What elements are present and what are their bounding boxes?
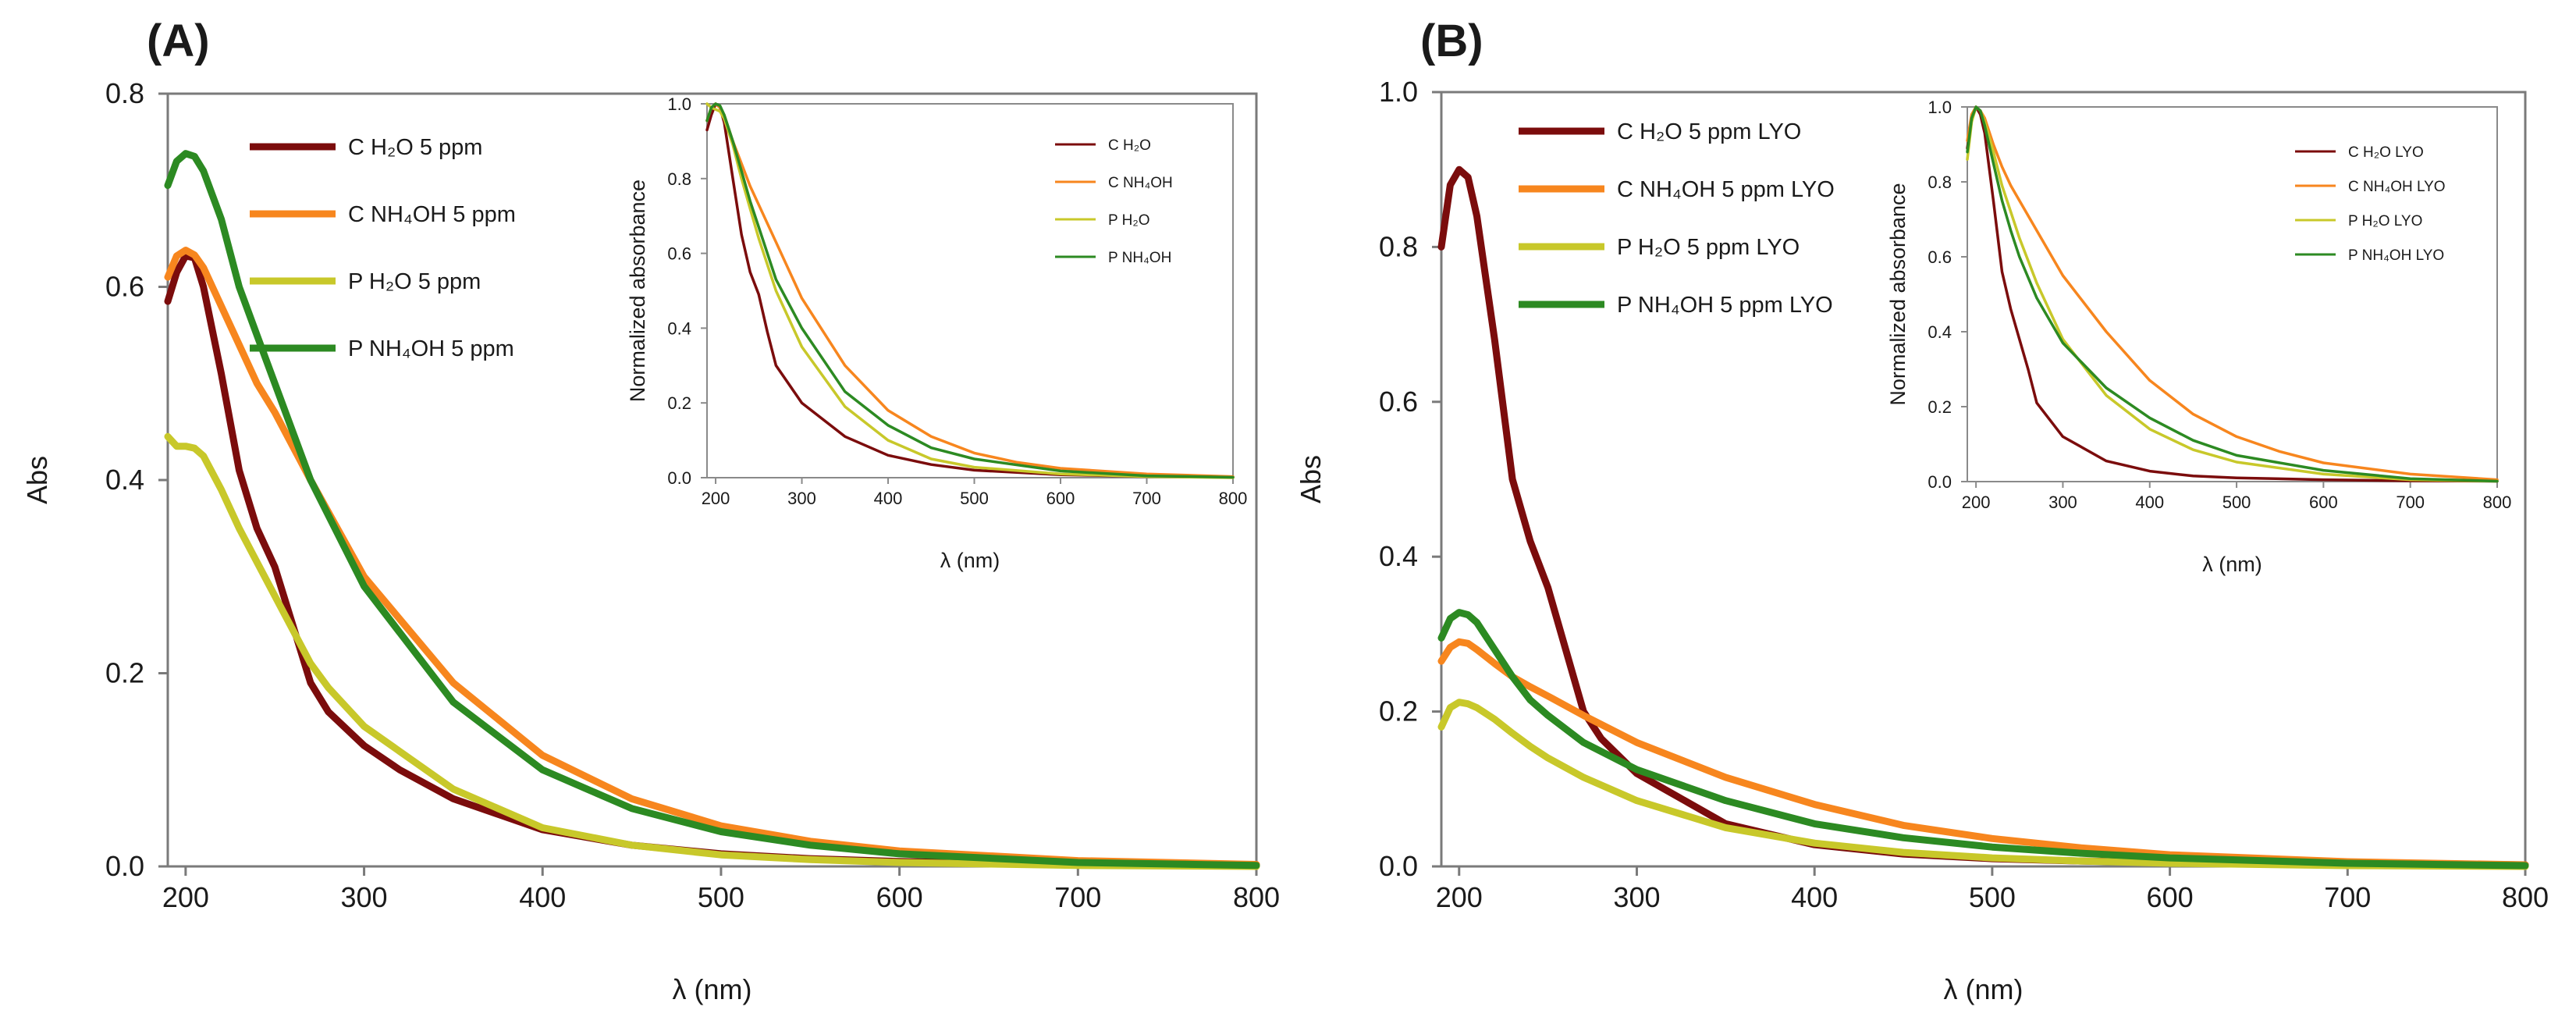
- main-x-tick-label: 600: [2147, 881, 2194, 913]
- main-x-tick-label: 400: [1791, 881, 1838, 913]
- inset-x-tick-label: 700: [2396, 493, 2425, 512]
- inset-y-tick-label: 0.0: [667, 468, 691, 488]
- inset-chart: 200 300 400 500 600 700 800 0.0 0.2 0.4 0.6 0.8 1.0 λ…: [1886, 98, 2511, 576]
- main-x-tick-label: 400: [519, 881, 566, 913]
- main-plot-frame: [1440, 91, 2527, 868]
- main-y-tick-label: 0.4: [105, 464, 144, 496]
- inset-background: [1967, 107, 2497, 482]
- main-legend-label: P H₂O 5 ppm: [348, 269, 481, 294]
- main-legend-label: P NH₄OH 5 ppm LYO: [1617, 293, 1833, 318]
- panel-a: (A) 200 300 400 500 600 700 800 0.0 0.2 0.4 0.6 0.8 λ…: [21, 16, 1280, 1005]
- inset-y-tick-label: 0.4: [1928, 322, 1952, 342]
- main-y-tick-label: 1.0: [1379, 76, 1418, 108]
- main-x-tick-label: 500: [1969, 881, 2016, 913]
- main-x-axis-title: λ (nm): [673, 973, 752, 1005]
- inset-series-line: [705, 102, 1235, 479]
- inset-x-tick-label: 200: [702, 489, 730, 508]
- inset-y-tick-label: 0.6: [1928, 247, 1952, 267]
- panel-label: (A): [147, 16, 210, 66]
- inset-x-tick-label: 800: [2483, 493, 2512, 512]
- inset-x-tick-label: 300: [2048, 493, 2077, 512]
- main-x-tick-label: 200: [1436, 881, 1483, 913]
- main-legend-label: C H₂O 5 ppm LYO: [1617, 119, 1801, 144]
- inset-x-tick-label: 300: [787, 489, 816, 508]
- main-legend-label: C NH₄OH 5 ppm: [348, 202, 516, 227]
- inset-legend-label: P NH₄OH: [1108, 250, 1171, 266]
- main-y-tick-label: 0.2: [105, 657, 144, 689]
- main-x-tick-label: 700: [2324, 881, 2371, 913]
- main-y-tick-label: 0.0: [1379, 850, 1418, 882]
- inset-series-line: [705, 102, 1235, 479]
- main-x-tick-label: 700: [1054, 881, 1101, 913]
- inset-x-tick-label: 200: [1962, 493, 1991, 512]
- main-y-tick-label: 0.8: [1379, 230, 1418, 262]
- main-y-tick-label: 0.8: [105, 77, 144, 109]
- main-y-axis-title: Abs: [1295, 455, 1327, 503]
- main-legend-label: C H₂O 5 ppm: [348, 135, 482, 160]
- main-series-line: [1437, 638, 2529, 869]
- inset-x-tick-label: 500: [2222, 493, 2251, 512]
- panel-b: (B) 200 300 400 500 600 700 800 0.0 0.2 0.4 0.6 0.8 1…: [1295, 16, 2549, 1005]
- inset-legend-label: C NH₄OH: [1108, 175, 1173, 191]
- inset-x-axis-title: λ (nm): [940, 549, 1000, 572]
- inset-y-tick-label: 0.6: [667, 244, 691, 264]
- main-x-tick-label: 300: [1613, 881, 1660, 913]
- main-x-tick-label: 200: [162, 881, 209, 913]
- inset-y-tick-label: 0.8: [1928, 172, 1952, 192]
- inset-y-tick-label: 0.8: [667, 169, 691, 189]
- inset-x-tick-label: 600: [1046, 489, 1075, 508]
- inset-legend-label: C H₂O LYO: [2348, 144, 2424, 161]
- inset-x-tick-label: 700: [1132, 489, 1161, 508]
- main-series-line: [1437, 609, 2529, 870]
- inset-x-tick-label: 500: [960, 489, 989, 508]
- inset-legend-label: P H₂O: [1108, 212, 1149, 229]
- main-y-axis-title: Abs: [21, 456, 53, 504]
- inset-x-tick-label: 400: [2135, 493, 2164, 512]
- main-legend-label: C NH₄OH 5 ppm LYO: [1617, 177, 1835, 202]
- inset-legend-label: C NH₄OH LYO: [2348, 179, 2446, 195]
- inset-x-tick-label: 600: [2309, 493, 2338, 512]
- main-y-tick-label: 0.0: [105, 850, 144, 882]
- inset-x-axis-title: λ (nm): [2202, 553, 2262, 576]
- main-legend-label: P NH₄OH 5 ppm: [348, 336, 514, 361]
- main-y-tick-label: 0.2: [1379, 695, 1418, 727]
- inset-y-tick-label: 0.2: [667, 393, 691, 413]
- main-series-line: [164, 432, 1260, 870]
- main-y-tick-label: 0.6: [1379, 386, 1418, 418]
- main-series-line: [1437, 699, 2529, 870]
- main-y-tick-label: 0.4: [1379, 540, 1418, 572]
- inset-background: [707, 104, 1233, 478]
- inset-x-tick-label: 800: [1219, 489, 1248, 508]
- main-x-tick-label: 600: [876, 881, 923, 913]
- inset-legend-label: C H₂O: [1108, 137, 1151, 154]
- main-x-tick-label: 800: [2502, 881, 2549, 913]
- inset-series-line: [1966, 105, 2499, 483]
- panel-label: (B): [1420, 16, 1483, 66]
- main-x-tick-label: 800: [1233, 881, 1280, 913]
- main-legend-label: P H₂O 5 ppm LYO: [1617, 235, 1800, 260]
- inset-y-tick-label: 1.0: [1928, 98, 1952, 117]
- inset-legend-label: P NH₄OH LYO: [2348, 247, 2444, 264]
- main-x-axis-title: λ (nm): [1944, 973, 2023, 1005]
- inset-y-axis-title: Normalized absorbance: [1886, 183, 1910, 405]
- main-series-line: [164, 150, 1260, 870]
- inset-y-tick-label: 0.0: [1928, 472, 1952, 492]
- main-x-tick-label: 500: [698, 881, 744, 913]
- inset-y-tick-label: 1.0: [667, 94, 691, 114]
- inset-y-tick-label: 0.2: [1928, 397, 1952, 417]
- inset-chart: 200 300 400 500 600 700 800 0.0 0.2 0.4 0.6 0.8 1.0 λ…: [626, 94, 1247, 572]
- main-y-tick-label: 0.6: [105, 271, 144, 303]
- main-x-tick-label: 300: [341, 881, 388, 913]
- inset-y-axis-title: Normalized absorbance: [626, 180, 649, 402]
- inset-y-tick-label: 0.4: [667, 318, 691, 338]
- inset-legend-label: P H₂O LYO: [2348, 213, 2422, 229]
- inset-plot-frame: [1967, 106, 2498, 482]
- inset-plot-frame: [706, 103, 1234, 478]
- inset-x-tick-label: 400: [874, 489, 903, 508]
